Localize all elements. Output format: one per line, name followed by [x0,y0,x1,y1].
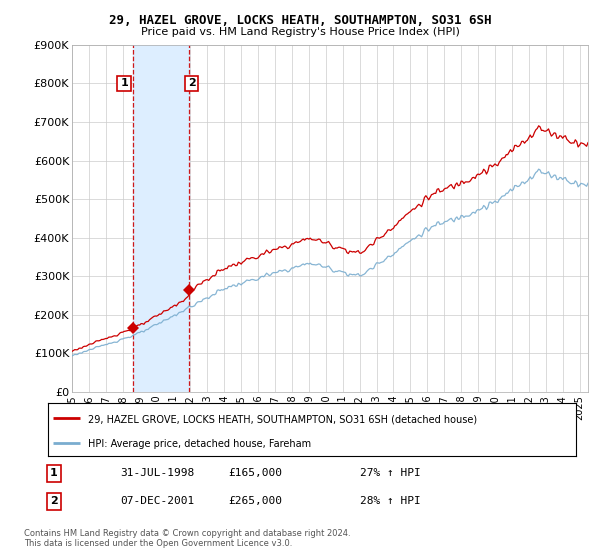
Text: This data is licensed under the Open Government Licence v3.0.: This data is licensed under the Open Gov… [24,539,292,548]
Text: Price paid vs. HM Land Registry's House Price Index (HPI): Price paid vs. HM Land Registry's House … [140,27,460,37]
Text: 07-DEC-2001: 07-DEC-2001 [120,496,194,506]
Text: Contains HM Land Registry data © Crown copyright and database right 2024.: Contains HM Land Registry data © Crown c… [24,529,350,538]
Text: 1: 1 [120,78,128,88]
Text: £165,000: £165,000 [228,468,282,478]
Text: 29, HAZEL GROVE, LOCKS HEATH, SOUTHAMPTON, SO31 6SH (detached house): 29, HAZEL GROVE, LOCKS HEATH, SOUTHAMPTO… [88,414,477,424]
Bar [133,45,189,392]
Text: 2: 2 [50,496,58,506]
Text: 31-JUL-1998: 31-JUL-1998 [120,468,194,478]
Text: 29, HAZEL GROVE, LOCKS HEATH, SOUTHAMPTON, SO31 6SH: 29, HAZEL GROVE, LOCKS HEATH, SOUTHAMPTO… [109,14,491,27]
Text: £265,000: £265,000 [228,496,282,506]
Text: 27% ↑ HPI: 27% ↑ HPI [360,468,421,478]
Text: HPI: Average price, detached house, Fareham: HPI: Average price, detached house, Fare… [88,439,311,449]
Text: 2: 2 [188,78,196,88]
Text: 1: 1 [50,468,58,478]
Text: 28% ↑ HPI: 28% ↑ HPI [360,496,421,506]
